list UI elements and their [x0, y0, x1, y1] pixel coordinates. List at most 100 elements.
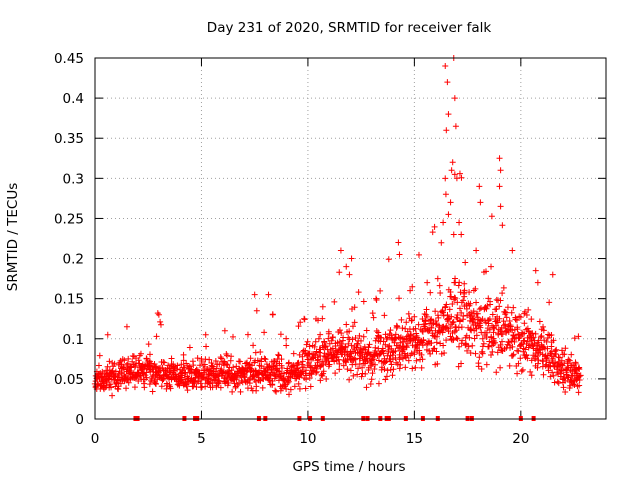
data-point: [181, 352, 187, 358]
data-point: [452, 95, 458, 101]
data-point: [203, 332, 209, 338]
data-point: [382, 376, 388, 382]
data-point: [507, 318, 513, 324]
data-series: [92, 55, 584, 399]
data-point: [438, 240, 444, 246]
data-point: [462, 260, 468, 266]
data-point: [555, 379, 561, 385]
data-point: [141, 384, 147, 390]
data-point: [396, 252, 402, 258]
data-point: [430, 229, 436, 235]
data-point: [346, 272, 352, 278]
data-point: [146, 341, 152, 347]
data-point: [479, 366, 485, 372]
y-tick-label: 0.05: [54, 372, 84, 388]
data-point: [385, 367, 391, 373]
data-point: [493, 369, 499, 375]
data-point: [253, 350, 259, 356]
data-point: [509, 310, 515, 316]
data-point: [469, 343, 475, 349]
data-point: [528, 316, 534, 322]
x-axis-ticks: 0 5 10 15 20: [91, 58, 530, 447]
data-point: [260, 385, 266, 391]
data-point: [150, 388, 156, 394]
data-point: [386, 256, 392, 262]
data-point: [498, 203, 504, 209]
data-point: [185, 387, 191, 393]
data-point: [540, 372, 546, 378]
data-point: [552, 379, 558, 385]
data-point: [477, 199, 483, 205]
x-tick-label: 10: [299, 431, 316, 447]
data-point: [437, 290, 443, 296]
data-point: [461, 281, 467, 287]
data-point: [346, 377, 352, 383]
y-tick-label: 0.1: [63, 332, 84, 348]
x-tick-label: 20: [512, 431, 529, 447]
data-point: [230, 364, 236, 370]
data-point: [510, 305, 516, 311]
data-point: [261, 329, 267, 335]
data-point: [488, 352, 494, 358]
data-point: [195, 355, 201, 361]
data-point: [254, 308, 260, 314]
data-point: [323, 376, 329, 382]
data-point: [457, 171, 463, 177]
data-point: [132, 384, 138, 390]
y-tick-label: 0: [75, 412, 84, 428]
data-point: [96, 362, 102, 368]
data-point: [546, 299, 552, 305]
data-point: [343, 264, 349, 270]
data-point: [291, 351, 297, 357]
data-point: [316, 336, 322, 342]
data-point: [527, 369, 533, 375]
data-point: [443, 191, 449, 197]
y-tick-label: 0.4: [63, 91, 84, 107]
data-point: [499, 222, 505, 228]
data-point: [374, 297, 380, 303]
data-point: [356, 289, 362, 295]
data-point: [388, 367, 394, 373]
data-point: [283, 336, 289, 342]
data-point: [475, 360, 481, 366]
data-point: [535, 280, 541, 286]
data-point: [556, 380, 562, 386]
data-point: [443, 337, 449, 343]
data-point: [125, 356, 131, 362]
data-point: [576, 389, 582, 395]
data-point: [427, 290, 433, 296]
data-point: [416, 252, 422, 258]
data-point: [497, 183, 503, 189]
data-point: [484, 362, 490, 368]
data-point: [419, 365, 425, 371]
data-point: [302, 316, 308, 322]
data-point: [441, 313, 447, 319]
data-point: [308, 384, 314, 390]
data-point: [488, 264, 494, 270]
data-point: [499, 290, 505, 296]
data-point: [376, 381, 382, 387]
data-point: [520, 367, 526, 373]
data-point: [551, 373, 557, 379]
data-point: [498, 167, 504, 173]
data-point: [493, 306, 499, 312]
data-point: [350, 373, 356, 379]
data-point: [489, 349, 495, 355]
data-point: [394, 324, 400, 330]
data-point: [537, 318, 543, 324]
y-tick-label: 0.45: [54, 51, 84, 67]
data-point: [473, 248, 479, 254]
data-point: [486, 344, 492, 350]
data-point: [154, 333, 160, 339]
data-point: [509, 248, 515, 254]
data-point: [364, 384, 370, 390]
data-point: [521, 320, 527, 326]
data-point: [568, 352, 574, 358]
data-point: [371, 315, 377, 321]
data-point: [437, 283, 443, 289]
data-point: [507, 363, 513, 369]
data-point: [313, 339, 319, 345]
data-point: [456, 279, 462, 285]
data-point: [458, 175, 464, 181]
y-tick-label: 0.15: [54, 292, 84, 308]
